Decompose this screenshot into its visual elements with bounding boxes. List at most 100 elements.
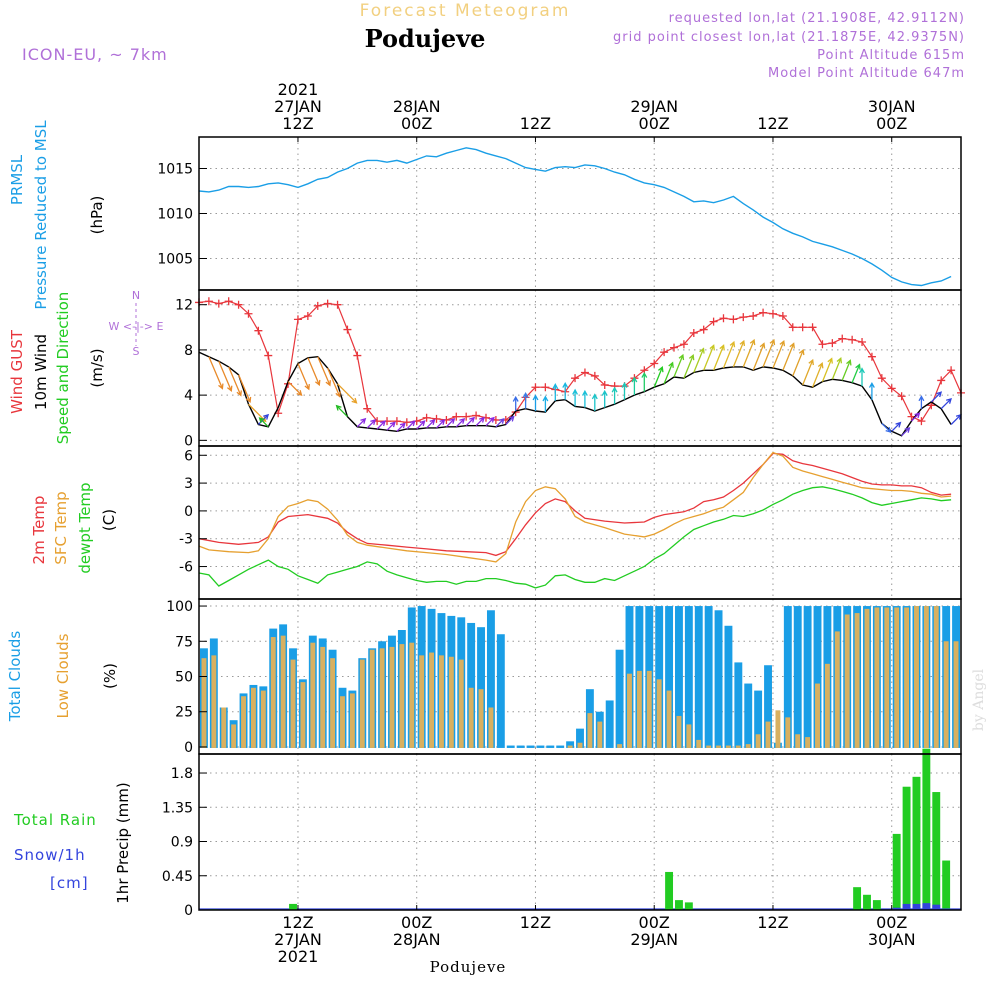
gust-marker: [729, 315, 738, 324]
gust-line: [198, 300, 962, 423]
bottom-time-label: 12Z: [757, 913, 788, 932]
gust-marker: [303, 312, 312, 320]
gust-marker: [858, 338, 867, 346]
wind-direction-arrow: [712, 344, 725, 371]
top-time-label: 30JAN: [868, 97, 916, 116]
low-cloud-bar: [577, 742, 583, 748]
low-cloud-bar: [923, 606, 929, 748]
grid-layer: [199, 137, 961, 911]
wind-direction-arrow: [918, 395, 925, 409]
top-time-label: 28JAN: [393, 97, 441, 116]
wind-direction-arrow: [621, 381, 628, 400]
rain-bar: [932, 792, 941, 910]
wind-direction-arrow: [663, 361, 674, 385]
low-cloud-bar: [943, 641, 949, 748]
low-cloud-bar: [884, 607, 890, 748]
gust-marker: [907, 412, 916, 421]
low-cloud-bar: [587, 713, 593, 748]
footer-location: Podujeve: [430, 958, 507, 976]
bottom-time-label: 29JAN: [630, 930, 678, 949]
low-cloud-bar: [280, 635, 286, 748]
snow-bar: [942, 908, 951, 910]
bottom-time-label: 30JAN: [868, 930, 916, 949]
total-cloud-bar: [556, 745, 565, 748]
wind-direction-arrow: [552, 383, 559, 401]
y-tick-label: 50: [175, 670, 193, 686]
pressure-unit: (hPa): [88, 196, 106, 235]
bottom-time-label: 12Z: [282, 913, 313, 932]
y-tick-label: 25: [175, 705, 193, 721]
low-cloud-bar: [696, 739, 702, 748]
low-cloud-bar: [933, 606, 939, 748]
snow-bar: [912, 903, 921, 910]
total-cloud-bar: [714, 610, 723, 748]
wind-direction-arrow: [911, 412, 921, 422]
wind-direction-arrow: [868, 381, 875, 400]
wind-direction-arrow: [532, 394, 539, 411]
top-time-label: 00Z: [876, 114, 907, 133]
low-cloud-bar: [567, 745, 573, 748]
total-cloud-bar: [615, 649, 624, 748]
temp-line-temp: [198, 452, 952, 557]
total-cloud-bar: [734, 662, 743, 748]
gust-marker: [580, 368, 589, 377]
low-cloud-bar: [448, 656, 454, 748]
gust-marker: [877, 374, 886, 383]
total-cloud-bar: [665, 606, 674, 748]
wind-direction-arrow: [218, 360, 233, 392]
bottom-time-label: 00Z: [401, 913, 432, 932]
wind-direction-arrow: [891, 421, 902, 432]
wind-direction-arrow: [406, 420, 416, 430]
snow-bar: [922, 903, 931, 910]
low-cloud-bar: [795, 734, 801, 748]
gust-marker: [887, 384, 896, 393]
wind-direction-arrow: [722, 340, 736, 369]
total-cloud-bar: [655, 606, 664, 748]
wind-direction-arrow: [317, 356, 331, 387]
y-tick-label: -6: [179, 560, 193, 576]
gust-marker: [759, 308, 768, 317]
compass-south: S: [133, 345, 140, 358]
compass-west-east: W <-|-> E: [109, 320, 164, 333]
low-cloud-bar: [290, 659, 296, 748]
total-cloud-bar: [754, 690, 763, 748]
y-tick-label: 8: [184, 343, 193, 359]
wind-direction-arrow: [297, 363, 310, 391]
requested-coords: requested lon,lat (21.1908E, 42.9112N): [669, 11, 965, 26]
gust-marker: [778, 312, 787, 320]
y-tick-label: 0.45: [162, 869, 193, 885]
low-cloud-bar: [805, 737, 811, 748]
low-cloud-bar: [914, 606, 919, 748]
low-cloud-bar: [775, 710, 781, 748]
pressure-label-desc: Pressure Reduced to MSL: [32, 120, 50, 310]
gridpoint-coords: grid point closest lon,lat (21.1875E, 42…: [613, 30, 965, 45]
low-cloud-bar: [419, 655, 425, 748]
bottom-time-label: 28JAN: [393, 930, 441, 949]
low-clouds-label: Low Clouds: [54, 633, 72, 718]
gust-marker: [798, 323, 807, 332]
low-cloud-bar: [716, 745, 721, 748]
total-cloud-bar: [536, 745, 545, 748]
low-cloud-bar: [666, 690, 672, 748]
gust-marker: [214, 299, 223, 308]
low-cloud-bar: [785, 717, 791, 748]
rain-bar: [902, 786, 911, 910]
wind-direction-arrow: [752, 342, 766, 371]
low-cloud-bar: [330, 658, 336, 748]
total-cloud-bar: [675, 606, 683, 748]
total-cloud-bar: [684, 606, 693, 748]
wind-direction-arrow: [386, 421, 396, 431]
bottom-time-label: 12Z: [520, 913, 551, 932]
gust-marker: [600, 380, 609, 389]
gust-marker: [788, 323, 797, 332]
gust-marker: [313, 301, 322, 310]
rain-bar: [289, 903, 297, 910]
wind-direction-arrow: [366, 419, 377, 429]
gust-marker: [709, 317, 718, 326]
model-label: ICON-EU, ~ 7km: [22, 45, 168, 64]
gust-marker: [679, 340, 688, 349]
precip-unit: 1hr Precip (mm): [114, 782, 132, 903]
wind-direction-arrow: [591, 393, 598, 411]
clouds-unit: (%): [101, 663, 119, 689]
y-tick-label: 1.8: [171, 766, 193, 782]
